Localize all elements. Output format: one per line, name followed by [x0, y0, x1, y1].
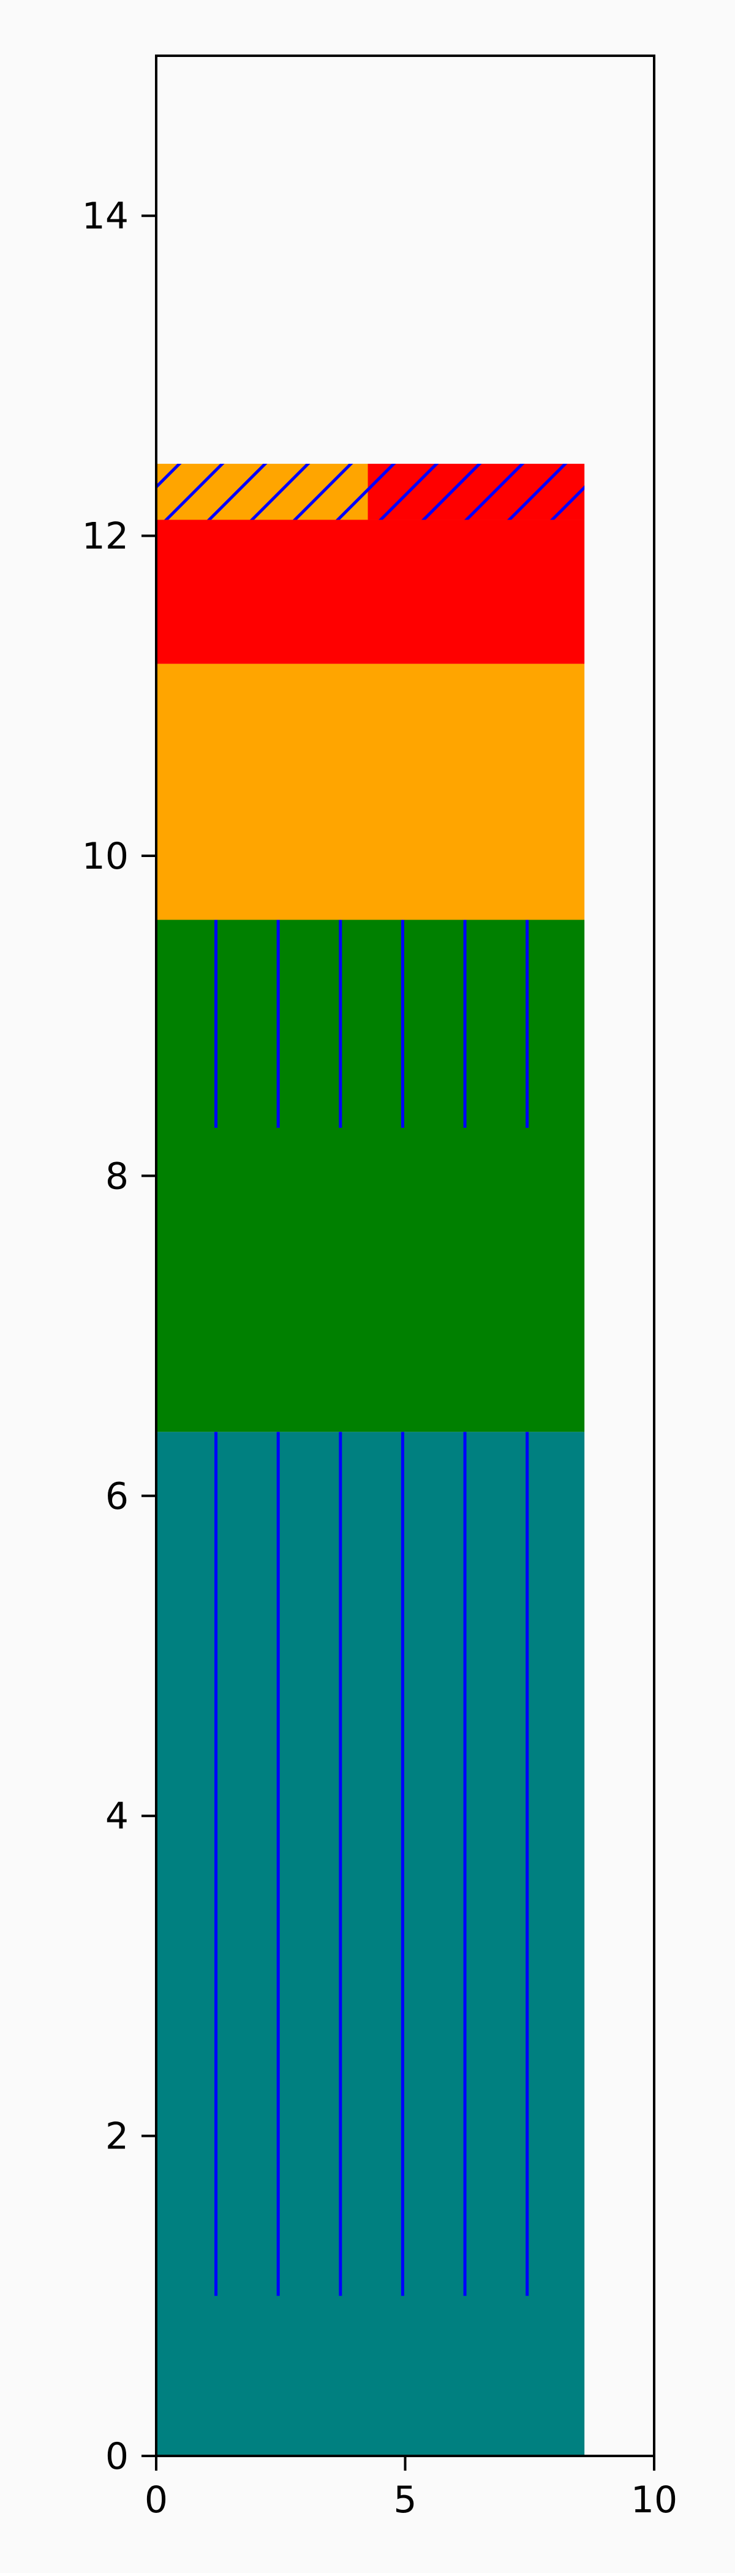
- plot-lines: [214, 920, 529, 2296]
- bar-block-hatch-4: [156, 464, 368, 520]
- y-tick-label-5: 10: [82, 835, 129, 878]
- x-tick-label-0: 0: [145, 2479, 168, 2521]
- y-tick-label-3: 6: [105, 1475, 129, 1518]
- bar-block-2: [156, 663, 585, 920]
- x-tick-label-2: 10: [631, 2479, 677, 2521]
- y-axis: 0 2 4 6 8 10 12 14: [82, 195, 156, 2478]
- y-tick-label-7: 14: [82, 195, 129, 238]
- bar-block-1: [156, 920, 585, 1432]
- bar-block-3: [156, 519, 585, 664]
- y-tick-label-1: 2: [105, 2115, 129, 2158]
- x-tick-label-1: 5: [393, 2479, 417, 2521]
- x-axis: 0 5 10: [145, 2456, 677, 2521]
- y-tick-label-6: 12: [82, 515, 129, 558]
- plot-blocks: [156, 464, 585, 2456]
- y-tick-label-4: 8: [105, 1155, 129, 1198]
- bar-block-hatch-5: [368, 464, 585, 520]
- y-tick-label-2: 4: [105, 1795, 129, 1838]
- bar-block-0: [156, 1432, 585, 2456]
- y-tick-label-0: 0: [105, 2435, 129, 2478]
